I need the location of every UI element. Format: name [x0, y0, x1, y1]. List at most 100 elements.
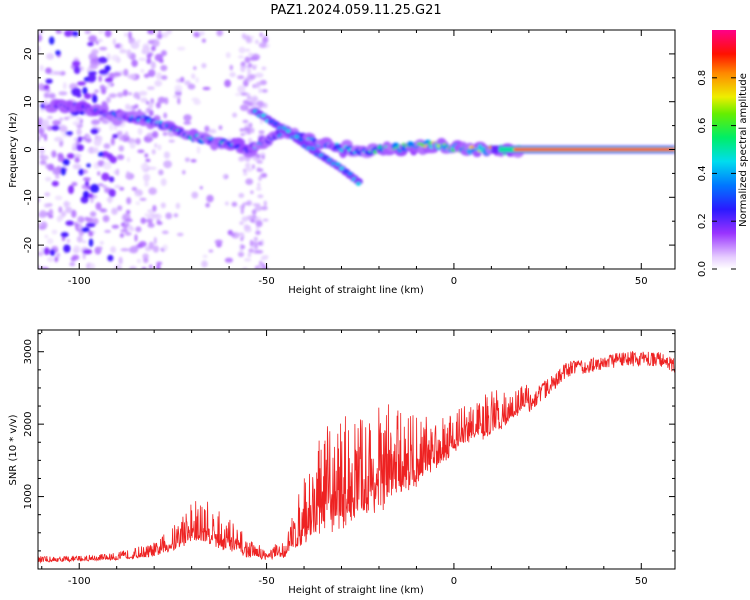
spectrogram-noise-blob: [229, 72, 236, 78]
spectrogram-noise-blob: [114, 264, 122, 269]
spectrogram-noise-blob: [150, 61, 156, 70]
spectrogram-noise-blob: [151, 149, 156, 155]
spectrogram-noise-blob: [245, 162, 251, 169]
spectrogram-noise-blob: [63, 244, 71, 253]
spectrogram-noise-blob: [74, 156, 80, 163]
spectrogram-noise-blob: [191, 97, 200, 102]
spectrogram-noise-blob: [161, 75, 168, 80]
spectrogram-noise-blob: [158, 169, 164, 176]
spectrogram-noise-blob: [134, 104, 139, 109]
spectrogram-noise-blob: [84, 180, 90, 187]
spectrogram-noise-blob: [117, 205, 123, 211]
spectrogram-noise-blob: [87, 193, 94, 199]
spectrogram-noise-blob: [199, 186, 203, 190]
spectrogram-noise-blob: [262, 36, 269, 44]
spectrogram-ridge-blob: [285, 129, 291, 133]
spectrogram-noise-blob: [112, 72, 122, 77]
spectrogram-noise-blob: [120, 43, 124, 50]
spectrogram-noise-blob: [159, 59, 164, 64]
spectrogram-noise-blob: [39, 160, 47, 165]
spectrogram-noise-blob: [152, 205, 157, 212]
spectrogram-noise-blob: [163, 112, 168, 119]
spectrogram-noise-blob: [63, 200, 70, 208]
colorbar-tick-label: 0.2: [697, 213, 708, 229]
spectrogram-noise-blob: [38, 197, 41, 203]
spectrogram-noise-blob: [106, 96, 111, 103]
spectrogram-noise-blob: [154, 143, 158, 148]
spectrogram-noise-blob: [232, 112, 238, 118]
spectrogram-noise-blob: [40, 103, 45, 110]
spectrogram-noise-blob: [255, 187, 262, 191]
spectrogram-noise-blob: [238, 193, 245, 198]
spectrogram-noise-blob: [108, 93, 117, 98]
spectrogram-noise-blob: [252, 54, 261, 59]
spectrogram-noise-blob: [254, 72, 264, 78]
spectrogram-noise-blob: [118, 145, 125, 152]
spectrogram-noise-blob: [47, 238, 54, 245]
spectrogram-noise-blob: [100, 208, 105, 212]
spectrogram-noise-blob: [52, 120, 61, 126]
spectrogram-noise-blob: [129, 245, 139, 254]
spectrogram-noise-blob: [177, 46, 186, 51]
spectrogram-noise-blob: [243, 130, 247, 136]
y-tick-label: 20: [23, 48, 34, 61]
spectrogram-noise-blob: [48, 36, 55, 45]
spectrogram-noise-blob: [146, 132, 154, 138]
y-tick-label: -20: [23, 237, 34, 253]
spectrogram-noise-blob: [256, 160, 263, 164]
spectrogram-noise-blob: [202, 254, 208, 259]
spectrogram-noise-blob: [126, 49, 132, 57]
spectrogram-noise-blob: [99, 84, 106, 90]
spectrogram-noise-blob: [114, 184, 121, 189]
spectrogram-noise-blob: [63, 116, 70, 120]
spectrogram-noise-blob: [55, 50, 61, 56]
spectrogram-noise-blob: [206, 194, 214, 203]
spectrogram-noise-blob: [237, 251, 245, 258]
colorbar-label: Normalized spectral amplitude: [738, 73, 749, 227]
spectrogram-noise-blob: [98, 246, 103, 251]
spectrogram-noise-blob: [139, 197, 147, 201]
spectrogram-noise-blob: [239, 128, 244, 132]
spectrogram-ridge-blob: [347, 171, 353, 176]
spectrogram-noise-blob: [157, 96, 166, 104]
spectrogram-noise-blob: [198, 31, 205, 36]
spectrogram-noise-blob: [153, 213, 162, 220]
spectrogram-noise-blob: [160, 64, 168, 72]
spectrogram-ridge-blob: [277, 134, 281, 138]
spectrogram-noise-blob: [148, 166, 157, 170]
spectrogram-noise-blob: [261, 154, 265, 160]
spectrogram-noise-blob: [40, 246, 44, 253]
colorbar-tick-label: 0.6: [697, 118, 708, 134]
spectrogram-noise-blob: [245, 167, 253, 172]
spectrogram-noise-blob: [73, 245, 81, 251]
spectrogram-noise-blob: [136, 39, 141, 43]
spectrogram-noise-blob: [135, 193, 139, 197]
spectrogram-noise-blob: [196, 146, 201, 154]
spectrogram-noise-blob: [135, 201, 140, 205]
spectrogram-noise-blob: [69, 262, 76, 267]
spectrogram-noise-blob: [104, 229, 111, 233]
spectrogram-noise-blob: [71, 209, 77, 218]
spectrogram-noise-blob: [90, 128, 99, 135]
spectrogram-noise-blob: [60, 232, 69, 238]
spectrogram-noise-blob: [144, 153, 149, 158]
spectrogram-noise-blob: [116, 92, 124, 98]
spectrogram-noise-blob: [72, 60, 81, 67]
spectrogram-xlabel: Height of straight line (km): [288, 285, 424, 296]
spectrogram-noise-blob: [143, 257, 149, 263]
spectrogram-noise-blob: [247, 68, 252, 75]
spectrogram-noise-blob: [88, 52, 98, 60]
spectrogram-noise-blob: [44, 133, 48, 142]
spectrogram-noise-blob: [103, 143, 111, 149]
spectrogram-noise-blob: [240, 236, 244, 242]
spectrogram-noise-blob: [151, 45, 156, 52]
spectrogram-noise-blob: [47, 257, 55, 263]
spectrogram-noise-blob: [123, 68, 129, 77]
spectrogram-noise-blob: [104, 30, 112, 38]
spectrogram-noise-blob: [258, 42, 267, 49]
spectrogram-noise-blob: [180, 76, 185, 83]
spectrogram-noise-blob: [65, 220, 74, 226]
spectrogram-noise-blob: [253, 236, 258, 242]
spectrogram-noise-blob: [76, 81, 87, 86]
spectrogram-noise-blob: [117, 130, 123, 136]
